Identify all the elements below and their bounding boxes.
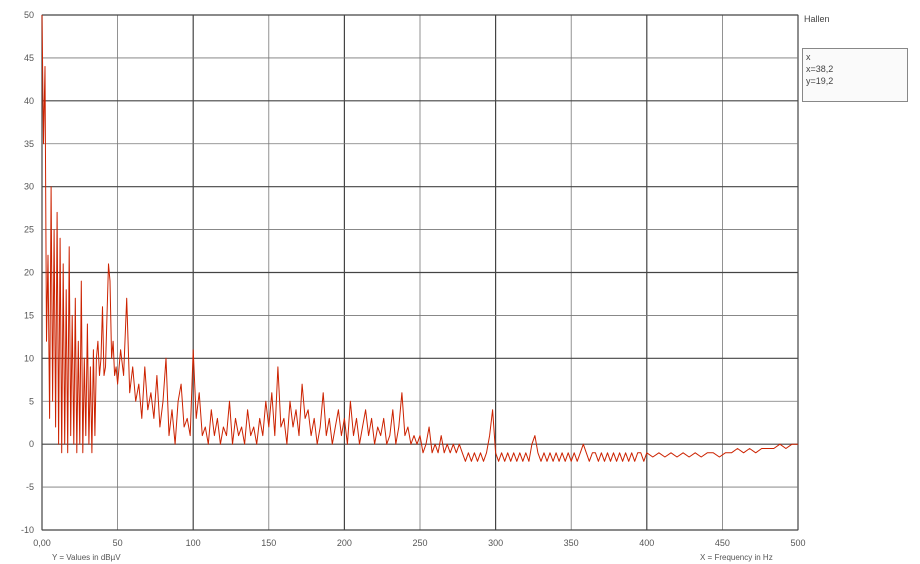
readout-x: x=38,2	[806, 64, 834, 74]
series-layer	[41, 14, 798, 462]
y-tick-label: 40	[24, 96, 34, 106]
y-tick-label: 50	[24, 10, 34, 20]
legend-panel: Hallen x x=38,2 y=19,2	[800, 8, 912, 102]
legend-title: Hallen	[804, 14, 830, 24]
series-line	[41, 14, 798, 462]
x-tick-label: 100	[186, 538, 201, 548]
y-tick-label: 15	[24, 310, 34, 320]
y-tick-label: 0	[29, 439, 34, 449]
y-axis-label: Y = Values in dBµV	[52, 553, 121, 562]
x-axis-label: X = Frequency in Hz	[700, 553, 773, 562]
y-tick-label: 30	[24, 182, 34, 192]
y-tick-label: 45	[24, 53, 34, 63]
readout-y: y=19,2	[806, 76, 834, 86]
x-tick-label: 450	[715, 538, 730, 548]
y-tick-label: 35	[24, 139, 34, 149]
x-tick-label: 300	[488, 538, 503, 548]
y-tick-label: -5	[26, 482, 34, 492]
y-tick-label: 5	[29, 396, 34, 406]
x-tick-label: 200	[337, 538, 352, 548]
y-tick-label: -10	[21, 525, 34, 535]
cursor-readout: x x=38,2 y=19,2	[802, 48, 908, 102]
y-tick-label: 10	[24, 353, 34, 363]
grid	[41, 14, 799, 531]
x-tick-label: 350	[564, 538, 579, 548]
x-tick-label: 0,00	[33, 538, 51, 548]
y-tick-label: 25	[24, 225, 34, 235]
readout-line-0: x	[806, 52, 811, 62]
x-tick-label: 50	[113, 538, 123, 548]
tick-labels: 0,00 50 100 150 200 250 300 350 400 450 500 -10 -5 0 5…	[21, 10, 806, 548]
x-tick-label: 400	[639, 538, 654, 548]
x-tick-label: 500	[790, 538, 805, 548]
x-tick-label: 150	[261, 538, 276, 548]
y-tick-label: 20	[24, 268, 34, 278]
x-tick-label: 250	[412, 538, 427, 548]
